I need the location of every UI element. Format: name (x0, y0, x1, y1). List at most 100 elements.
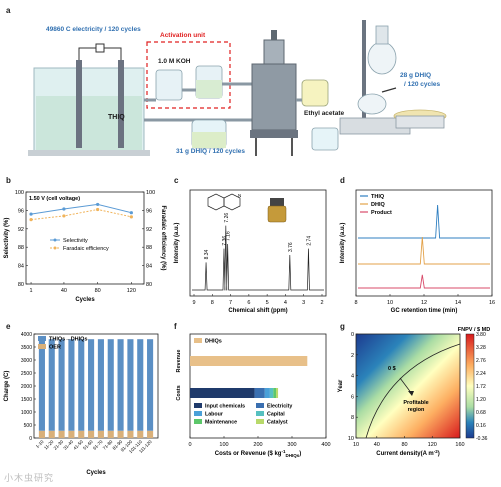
peak-label: 8.34 (204, 249, 210, 259)
bar-oer (107, 430, 114, 438)
legend-marker (53, 238, 57, 242)
bar-thiq (117, 339, 124, 431)
data-point (96, 202, 100, 207)
xtick-label: 80 (401, 442, 407, 448)
xtick-label: 1 (30, 288, 33, 294)
vial-cap (270, 198, 284, 206)
category-label: Revenue (176, 350, 182, 373)
legend-label: THIQs→DHIQs (49, 337, 88, 343)
bar-oer (127, 430, 134, 438)
y2tick-label: 100 (146, 190, 155, 196)
ytick-label: 3000 (21, 358, 32, 364)
legend-label: Selectivity (63, 238, 88, 244)
peak-label: 7.26 (224, 213, 230, 223)
xtick-label: 5 (266, 300, 269, 306)
legend-label: Product (371, 210, 392, 216)
power-source-icon (95, 43, 105, 53)
legend-swatch (38, 336, 46, 341)
reactor-vessel (251, 63, 297, 131)
dhiq-output-label-1: 28 g DHIQ (400, 72, 432, 79)
xtick-label: 9 (192, 300, 195, 306)
y2tick-label: 80 (146, 282, 152, 288)
colorbar-tick-label: 2.24 (476, 371, 486, 377)
ytick-label: 3500 (21, 345, 32, 351)
data-point (96, 207, 100, 212)
legend-label: Labour (205, 412, 223, 418)
legend-label: Capital (267, 412, 285, 418)
bar-oer (38, 430, 45, 438)
xtick-label: 400 (321, 442, 330, 448)
ytick-label: 500 (24, 423, 33, 429)
xtick-label: 40 (61, 288, 67, 294)
xtick-label: 4 (284, 300, 287, 306)
ytick-label: 6 (351, 394, 354, 400)
bar-thiq (58, 339, 65, 431)
ytick-label: 92 (18, 227, 24, 233)
legend-label: Electricity (267, 404, 292, 410)
vial-body (267, 205, 287, 223)
xtick-label: 2 (320, 300, 323, 306)
xtick-label: 100 (219, 442, 228, 448)
arrow-head (408, 391, 414, 396)
ytick-label: 88 (18, 245, 24, 251)
bar-thiq (88, 339, 95, 431)
bar-oer (58, 430, 65, 438)
colorbar-tick-label: -0.36 (476, 436, 488, 442)
panel-letter-c: c (174, 176, 179, 185)
xtick-label: 80 (95, 288, 101, 294)
legend-swatch (256, 411, 264, 416)
koh-label: 1.0 M KOH (158, 58, 191, 65)
bar-oer (78, 430, 85, 438)
series-line-1 (31, 208, 132, 221)
xtick-label: 300 (287, 442, 296, 448)
heatmap-surface (356, 334, 460, 438)
chart-d-gc: 8 10 12 14 16 THIQ DHIQ Product GC retention tim… (340, 189, 495, 314)
ytick-label: 10 (348, 436, 354, 442)
bar-thiq (147, 339, 154, 431)
xtick-label: 120 (127, 288, 136, 294)
ethyl-acetate-label: Ethyl acetate (304, 110, 345, 117)
y-axis-label: Selectivity (%) (4, 218, 10, 259)
ytick-label: 96 (18, 208, 24, 214)
x-axis-label: Current density(A m-2) (376, 449, 439, 457)
legend-swatch (256, 403, 264, 408)
xtick-label: 11-20 (43, 439, 55, 451)
electrode-left (76, 60, 82, 148)
xtick-label: 16 (489, 300, 495, 306)
xtick-label: 160 (455, 442, 464, 448)
xtick-label: 0 (188, 442, 191, 448)
ytick-label: 4000 (21, 332, 32, 338)
process-schematic (28, 20, 447, 156)
x-axis-label: GC retention time (min) (391, 308, 458, 314)
xtick-label: 8 (354, 300, 357, 306)
legend-swatch-revenue (194, 338, 202, 343)
xtick-label: 14 (455, 300, 461, 306)
bar-oer (48, 430, 55, 438)
x-axis-label: Cycles (86, 470, 106, 476)
molecule-ring-2 (223, 193, 241, 211)
peak-label: 2.74 (306, 236, 312, 246)
region-label-1: Profitable (403, 400, 428, 406)
bar-oer (97, 430, 104, 438)
colorbar-tick-label: 1.20 (476, 397, 486, 403)
legend-label-revenue: DHIQs (205, 339, 222, 345)
evaporator-stand (362, 20, 366, 120)
chart-c-nmr: 9 8 7 6 5 4 3 2 8.34 7.367.16 7.26 3.76 2.74 N Chemica… (174, 189, 327, 314)
xtick-label: 10 (353, 442, 359, 448)
region-label-2: region (408, 407, 425, 413)
ytick-label: 4 (351, 374, 354, 380)
ytick-label: 2000 (21, 384, 32, 390)
colorbar-tick-label: 3.80 (476, 332, 486, 338)
ytick-label: 8 (351, 415, 354, 421)
colorbar-tick-label: 3.28 (476, 345, 486, 351)
bar-thiq (48, 339, 55, 431)
y2tick-label: 88 (146, 245, 152, 251)
legend-swatch (194, 419, 202, 424)
panel-letter-f: f (174, 322, 177, 331)
xtick-label: 7 (229, 300, 232, 306)
legend-label: THIQ (371, 194, 385, 200)
plot-frame (25, 191, 145, 285)
gc-trace-1 (358, 236, 490, 265)
y-axis-label: Intensity (a.u.) (174, 223, 180, 264)
